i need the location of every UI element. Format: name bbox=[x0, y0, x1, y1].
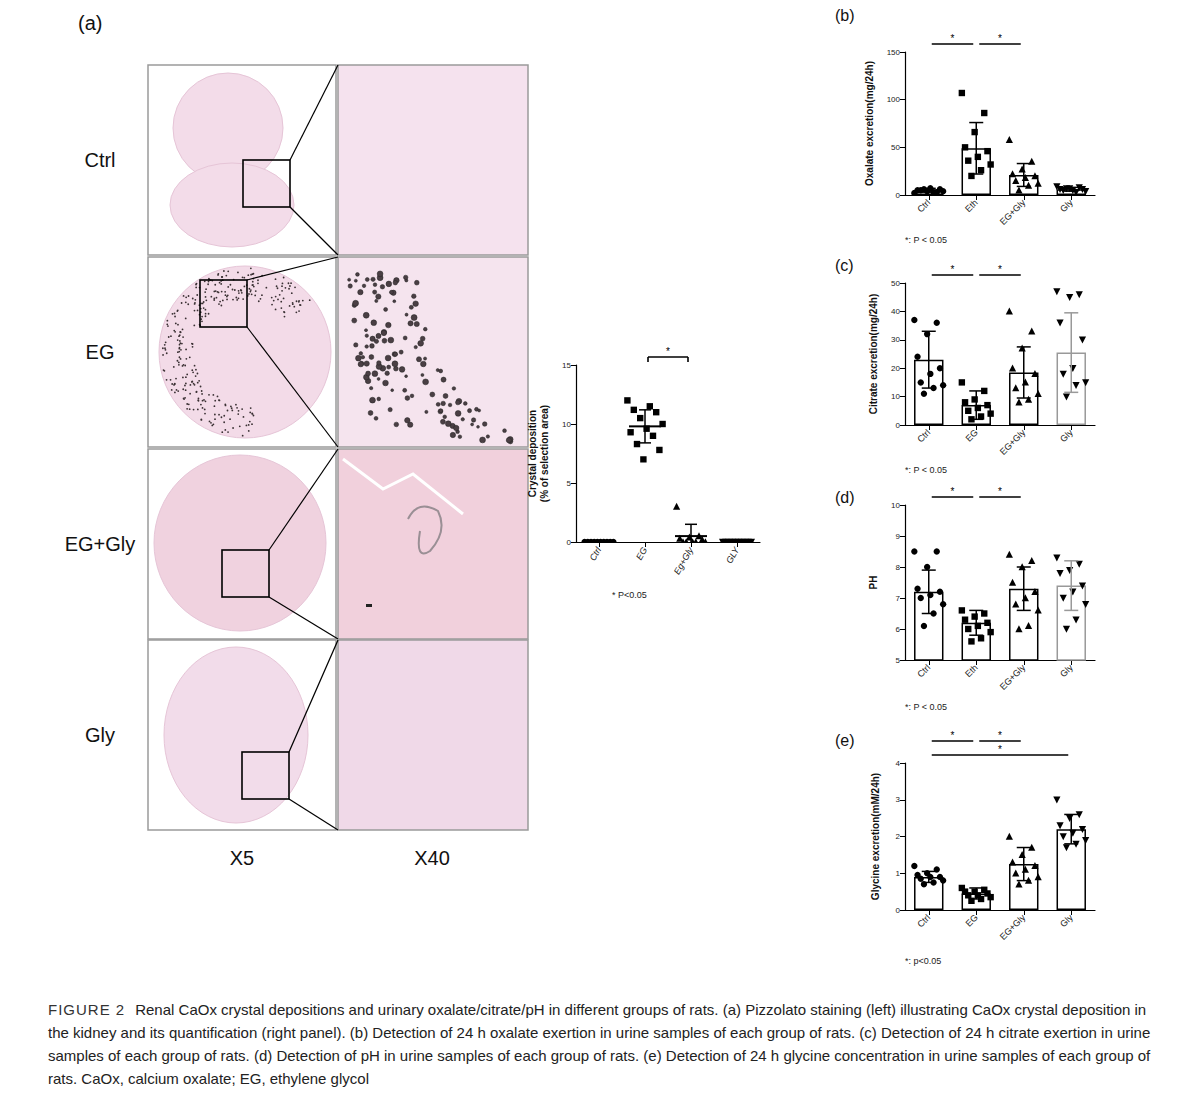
svg-text:Ctrl: Ctrl bbox=[915, 912, 932, 929]
svg-text:8: 8 bbox=[896, 563, 901, 572]
svg-text:(d): (d) bbox=[835, 489, 855, 506]
svg-text:Ctrl: Ctrl bbox=[915, 427, 932, 444]
svg-text:Ctrl: Ctrl bbox=[588, 545, 604, 563]
svg-text:100: 100 bbox=[887, 95, 901, 104]
svg-text:EG: EG bbox=[964, 427, 980, 443]
svg-text:150: 150 bbox=[887, 48, 901, 57]
svg-text:50: 50 bbox=[891, 279, 900, 288]
svg-text:EG+Gly: EG+Gly bbox=[998, 912, 1028, 942]
svg-text:2: 2 bbox=[896, 832, 901, 841]
svg-text:0: 0 bbox=[896, 906, 901, 915]
svg-text:30: 30 bbox=[891, 335, 900, 344]
svg-text:PH: PH bbox=[868, 576, 879, 590]
svg-text:0: 0 bbox=[896, 191, 901, 200]
svg-text:EG: EG bbox=[964, 912, 980, 928]
svg-text:4: 4 bbox=[896, 759, 901, 768]
svg-text:Ctrl: Ctrl bbox=[84, 149, 115, 171]
html-text:FIGURE 2: FIGURE 2 bbox=[48, 1001, 126, 1018]
svg-text:Eg+Gly: Eg+Gly bbox=[672, 545, 696, 576]
svg-text:Gly: Gly bbox=[1058, 427, 1075, 444]
svg-text:EG+Gly: EG+Gly bbox=[998, 662, 1028, 692]
svg-text:Oxalate excretion(mg/24h): Oxalate excretion(mg/24h) bbox=[864, 61, 875, 186]
svg-text:Ctrl: Ctrl bbox=[915, 197, 932, 214]
svg-text:5: 5 bbox=[567, 479, 572, 488]
svg-text:EG: EG bbox=[634, 545, 649, 561]
svg-text:EG+Gly: EG+Gly bbox=[65, 533, 136, 555]
svg-text:(a): (a) bbox=[78, 12, 102, 34]
svg-text:*: * bbox=[951, 730, 955, 741]
svg-text:9: 9 bbox=[896, 532, 901, 541]
svg-text:*: * bbox=[998, 730, 1002, 741]
svg-text:*: * bbox=[998, 33, 1002, 44]
svg-text:50: 50 bbox=[891, 143, 900, 152]
svg-text:X5: X5 bbox=[230, 847, 254, 869]
svg-text:*: * bbox=[998, 744, 1002, 755]
svg-text:Gly: Gly bbox=[1058, 197, 1075, 214]
svg-text:5: 5 bbox=[896, 656, 901, 665]
svg-text:Citrate excretion(mg/24h): Citrate excretion(mg/24h) bbox=[868, 294, 879, 415]
svg-text:*: * bbox=[951, 33, 955, 44]
svg-text:Gly: Gly bbox=[1058, 662, 1075, 679]
svg-text:Eth: Eth bbox=[963, 662, 980, 679]
svg-text:X40: X40 bbox=[414, 847, 450, 869]
svg-text:10: 10 bbox=[891, 501, 900, 510]
svg-text:*: P < 0.05: *: P < 0.05 bbox=[905, 235, 947, 245]
svg-text:(e): (e) bbox=[835, 732, 855, 749]
svg-text:* P<0.05: * P<0.05 bbox=[612, 590, 647, 600]
svg-text:*: P < 0.05: *: P < 0.05 bbox=[905, 465, 947, 475]
svg-text:40: 40 bbox=[891, 307, 900, 316]
svg-text:(% of selection area): (% of selection area) bbox=[539, 405, 550, 502]
svg-text:EG+Gly: EG+Gly bbox=[998, 197, 1028, 227]
svg-text:Crystal deposition: Crystal deposition bbox=[527, 410, 538, 497]
svg-text:Eth: Eth bbox=[963, 197, 980, 214]
svg-text:*: P < 0.05: *: P < 0.05 bbox=[905, 702, 947, 712]
svg-text:20: 20 bbox=[891, 364, 900, 373]
svg-text:EG: EG bbox=[86, 341, 115, 363]
svg-text:Gly: Gly bbox=[85, 724, 115, 746]
svg-text:6: 6 bbox=[896, 625, 901, 634]
html-text:Renal CaOx crystal depositions: Renal CaOx crystal depositions and urina… bbox=[48, 1001, 1151, 1087]
svg-text:Ctrl: Ctrl bbox=[915, 662, 932, 679]
svg-text:GLY: GLY bbox=[724, 545, 742, 566]
svg-text:*: * bbox=[998, 264, 1002, 275]
svg-text:3: 3 bbox=[896, 795, 901, 804]
svg-text:*: * bbox=[666, 346, 670, 357]
svg-text:*: * bbox=[951, 487, 955, 497]
svg-text:(c): (c) bbox=[835, 257, 854, 274]
svg-text:Glycine excretion(mM/24h): Glycine excretion(mM/24h) bbox=[870, 773, 881, 900]
svg-text:*: * bbox=[998, 487, 1002, 497]
svg-text:EG+Gly: EG+Gly bbox=[998, 427, 1028, 457]
svg-text:10: 10 bbox=[562, 420, 571, 429]
svg-text:0: 0 bbox=[896, 421, 901, 430]
svg-text:*: p<0.05: *: p<0.05 bbox=[905, 956, 941, 966]
svg-text:0: 0 bbox=[567, 538, 572, 547]
svg-text:(b): (b) bbox=[835, 7, 855, 24]
svg-text:10: 10 bbox=[891, 392, 900, 401]
svg-text:Gly: Gly bbox=[1058, 912, 1075, 929]
svg-text:1: 1 bbox=[896, 869, 901, 878]
svg-text:15: 15 bbox=[562, 361, 571, 370]
svg-text:*: * bbox=[951, 264, 955, 275]
svg-text:7: 7 bbox=[896, 594, 901, 603]
